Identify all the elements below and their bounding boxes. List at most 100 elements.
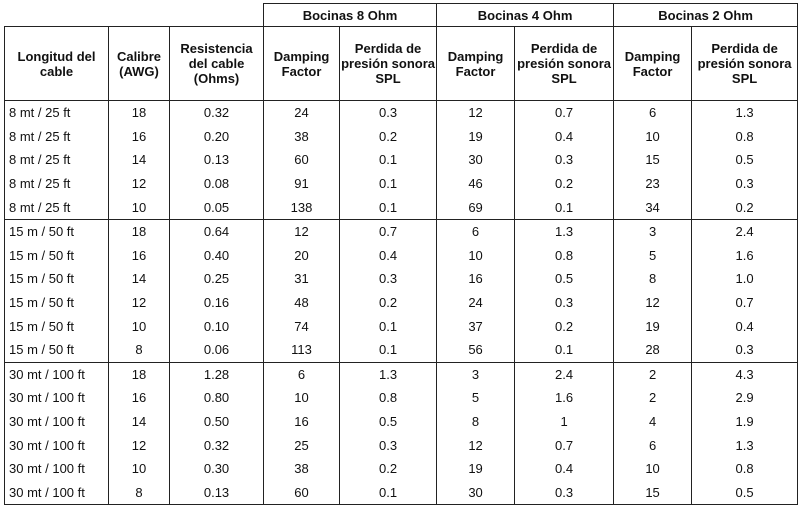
table-cell: 0.3 [339,267,438,291]
table-row: 8 mt / 25 ft 12 0.08 91 0.1 46 0.2 23 0.3 [4,171,799,196]
column-header-spl-text: Perdida de presión sonora SPL [517,41,612,86]
table-cell: 18 [108,218,170,244]
column-header-damping-text: Damping Factor [273,48,330,79]
table-cell: 10 [613,124,693,149]
table-cell: 12 [263,218,341,244]
column-header-spl-8: Perdida de presión sonora SPL [339,26,438,101]
table-cell: 2.4 [514,361,615,387]
table-cell: 15 m / 50 ft [4,243,109,268]
table-cell: 8 [108,337,170,363]
table-cell: 10 [613,456,693,481]
table-cell: 0.5 [691,480,799,506]
table-cell: 15 m / 50 ft [4,267,109,291]
table-cell: 0.2 [691,195,799,220]
table-cell: 15 m / 50 ft [4,337,109,363]
table-cell: 0.5 [339,409,438,434]
table-cell: 0.4 [514,124,615,149]
table-cell: 4 [613,409,693,434]
table-cell: 0.30 [168,456,265,481]
table-cell: 8 [436,409,516,434]
table-cell: 0.08 [168,171,265,196]
table-cell: 0.3 [339,433,438,457]
column-header-spl-text: Perdida de presión sonora SPL [341,41,435,86]
table-row: 8 mt / 25 ft 10 0.05 138 0.1 69 0.1 34 0.2 [4,195,799,220]
table-cell: 0.32 [168,433,265,457]
table-cell: 30 mt / 100 ft [4,456,109,481]
table-cell: 0.50 [168,409,265,434]
group-header-4-ohm: Bocinas 4 Ohm [436,3,615,27]
table-cell: 8 mt / 25 ft [4,195,109,220]
table-cell: 30 mt / 100 ft [4,361,109,387]
table-cell: 12 [108,290,170,315]
table-cell: 60 [263,148,341,172]
table-row: 30 mt / 100 ft 12 0.32 25 0.3 12 0.7 6 1.3 [4,433,799,457]
table-cell: 0.2 [514,314,615,338]
table-cell: 8 [613,267,693,291]
table-cell: 0.2 [339,456,438,481]
table-cell: 0.8 [514,243,615,268]
table-cell: 0.4 [691,314,799,338]
table-row: 8 mt / 25 ft 16 0.20 38 0.2 19 0.4 10 0.8 [4,124,799,149]
group-header-2-ohm: Bocinas 2 Ohm [613,3,799,27]
table-cell: 2 [613,386,693,410]
table-cell: 0.1 [514,195,615,220]
table-cell: 0.3 [514,290,615,315]
table-body: 8 mt / 25 ft 18 0.32 24 0.3 12 0.7 6 1.3 8 mt / 2… [4,99,799,506]
table-cell: 8 mt / 25 ft [4,148,109,172]
table-cell: 30 [436,148,516,172]
table-cell: 0.2 [339,124,438,149]
table-cell: 16 [108,386,170,410]
table-cell: 12 [108,171,170,196]
table-cell: 1.3 [691,99,799,125]
table-cell: 23 [613,171,693,196]
table-cell: 28 [613,337,693,363]
table-cell: 0.06 [168,337,265,363]
table-cell: 0.1 [339,480,438,506]
table-cell: 24 [263,99,341,125]
table-cell: 30 mt / 100 ft [4,433,109,457]
table-row: 8 mt / 25 ft 14 0.13 60 0.1 30 0.3 15 0.5 [4,148,799,172]
table-cell: 0.3 [514,148,615,172]
table-row: 15 m / 50 ft 18 0.64 12 0.7 6 1.3 3 2.4 [4,218,799,244]
table-cell: 0.7 [514,433,615,457]
table-cell: 5 [436,386,516,410]
table-cell: 10 [436,243,516,268]
table-cell: 0.1 [339,337,438,363]
table-cell: 1.0 [691,267,799,291]
table-cell: 12 [108,433,170,457]
table-cell: 0.1 [339,171,438,196]
column-header-spl-text: Perdida de presión sonora SPL [697,41,792,86]
table-cell: 10 [108,314,170,338]
table-cell: 0.1 [339,314,438,338]
table-cell: 0.10 [168,314,265,338]
table-cell: 0.3 [691,171,799,196]
table-cell: 0.16 [168,290,265,315]
table-cell: 2 [613,361,693,387]
column-header-gauge-text: Calibre (AWG) [116,48,162,79]
table-cell: 15 [613,148,693,172]
group-header-8-ohm: Bocinas 8 Ohm [263,3,438,27]
table-cell: 0.3 [691,337,799,363]
table-cell: 10 [108,456,170,481]
table-cell: 14 [108,267,170,291]
table-cell: 0.8 [339,386,438,410]
cable-data-table: Bocinas 8 Ohm Bocinas 4 Ohm Bocinas 2 Oh… [4,3,799,506]
table-cell: 31 [263,267,341,291]
table-cell: 5 [613,243,693,268]
column-header-resistance: Resistencia del cable (Ohms) [168,26,265,101]
table-cell: 0.5 [514,267,615,291]
table-cell: 1.9 [691,409,799,434]
table-cell: 15 [613,480,693,506]
table-cell: 0.80 [168,386,265,410]
table-row: 15 m / 50 ft 16 0.40 20 0.4 10 0.8 5 1.6 [4,243,799,268]
table-cell: 0.13 [168,480,265,506]
table-cell: 8 mt / 25 ft [4,171,109,196]
table-cell: 1.3 [514,218,615,244]
table-cell: 0.1 [339,148,438,172]
table-cell: 12 [436,433,516,457]
table-cell: 0.7 [691,290,799,315]
table-cell: 15 m / 50 ft [4,314,109,338]
table-cell: 0.3 [514,480,615,506]
table-row: 15 m / 50 ft 8 0.06 113 0.1 56 0.1 28 0.3 [4,337,799,363]
table-row: 15 m / 50 ft 10 0.10 74 0.1 37 0.2 19 0.4 [4,314,799,338]
